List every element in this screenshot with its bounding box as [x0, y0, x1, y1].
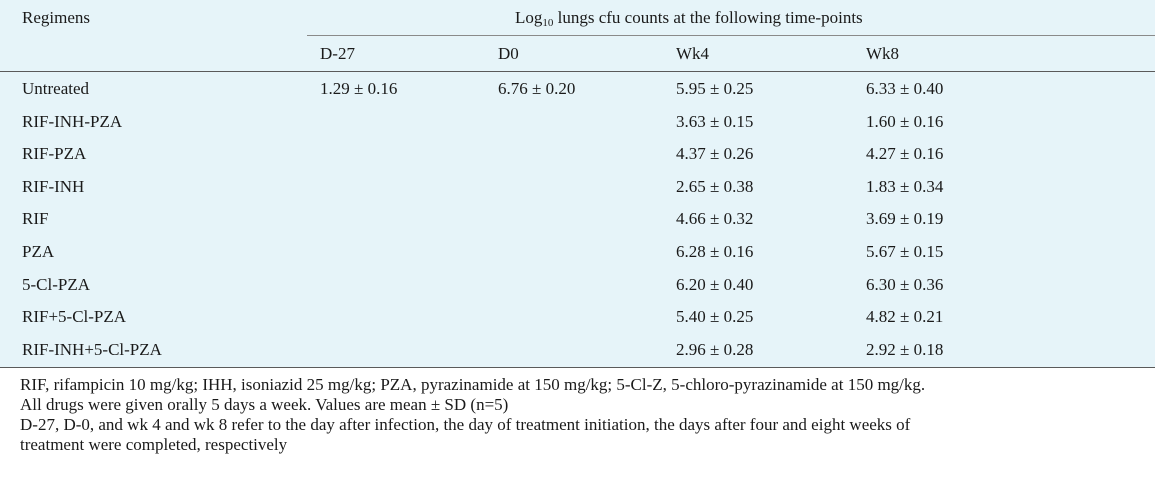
regimen-cell: PZA — [22, 242, 55, 261]
regimen-cell: RIF+5-Cl-PZA — [22, 307, 127, 327]
column-header-d27: D-27 — [320, 44, 355, 63]
value-cell-wk8: 3.69 ± 0.19 — [866, 209, 944, 229]
value-cell-wk4: 4.37 ± 0.26 — [676, 144, 754, 164]
table-background — [0, 0, 1155, 368]
column-header-wk4: Wk4 — [676, 44, 710, 63]
footnote-line: D-27, D-0, and wk 4 and wk 8 refer to th… — [20, 415, 911, 434]
footnote-line: treatment were completed, respectively — [20, 435, 288, 454]
group-header-rule — [307, 35, 1155, 36]
value-cell-d0: 6.76 ± 0.20 — [498, 79, 576, 98]
table-bottom-rule — [0, 367, 1155, 368]
value-cell-wk8: 4.82 ± 0.21 — [866, 307, 944, 327]
value-cell-wk8: 1.83 ± 0.34 — [866, 176, 944, 196]
value-cell-wk4: 6.28 ± 0.16 — [676, 242, 754, 261]
column-header-wk8: Wk8 — [866, 44, 900, 63]
regimen-cell: Untreated — [22, 79, 90, 98]
value-cell-wk4: 4.66 ± 0.32 — [676, 209, 754, 229]
value-cell-wk4: 2.65 ± 0.38 — [676, 176, 754, 196]
footnote-line: All drugs were given orally 5 days a wee… — [20, 395, 509, 414]
regimens-header: Regimens — [22, 8, 90, 27]
value-cell-wk4: 6.20 ± 0.40 — [676, 274, 754, 294]
regimen-cell: 5-Cl-PZA — [22, 274, 90, 294]
regimen-cell: RIF-INH+5-Cl-PZA — [22, 339, 162, 359]
header-rule — [0, 71, 1155, 72]
value-cell-wk8: 6.30 ± 0.36 — [866, 274, 944, 294]
regimen-cell: RIF — [22, 209, 49, 229]
value-cell-wk8: 1.60 ± 0.16 — [866, 111, 944, 131]
group-header: Log10 lungs cfu counts at the following … — [515, 8, 863, 29]
value-cell-wk8: 6.33 ± 0.40 — [866, 79, 944, 98]
value-cell-wk4: 5.40 ± 0.25 — [676, 307, 754, 327]
value-cell-wk8: 4.27 ± 0.16 — [866, 144, 944, 164]
value-cell-wk8: 5.67 ± 0.15 — [866, 242, 944, 261]
regimen-cell: RIF-INH — [22, 176, 85, 196]
regimen-cell: RIF-PZA — [22, 144, 87, 164]
footnote-line: RIF, rifampicin 10 mg/kg; IHH, isoniazid… — [20, 375, 926, 394]
value-cell-wk8: 2.92 ± 0.18 — [866, 339, 944, 359]
column-header-d0: D0 — [498, 44, 519, 63]
value-cell-wk4: 5.95 ± 0.25 — [676, 79, 754, 98]
table-footnotes: RIF, rifampicin 10 mg/kg; IHH, isoniazid… — [20, 375, 1145, 455]
value-cell-d27: 1.29 ± 0.16 — [320, 79, 398, 98]
value-cell-wk4: 3.63 ± 0.15 — [676, 111, 754, 131]
value-cell-wk4: 2.96 ± 0.28 — [676, 339, 754, 359]
regimen-cell: RIF-INH-PZA — [22, 111, 123, 131]
